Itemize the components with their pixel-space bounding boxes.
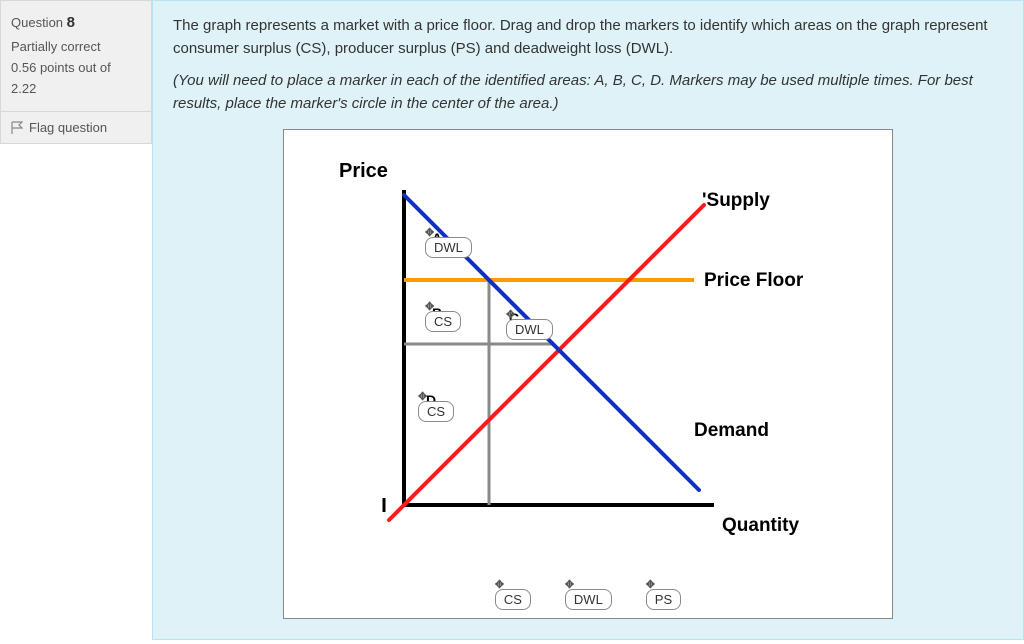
marker-label: CS	[495, 589, 531, 610]
marker-cs[interactable]: ✥CS	[495, 580, 531, 610]
question-info: Question 8 Partially correct 0.56 points…	[0, 0, 152, 112]
points-line1: 0.56 points out of	[11, 58, 141, 79]
marker-tray: ✥CS ✥DWL ✥PS	[284, 580, 892, 610]
flag-question-button[interactable]: Flag question	[0, 112, 152, 144]
line-label-price-floor: Price Floor	[704, 270, 803, 292]
points-total: 2.22	[11, 79, 141, 100]
line-label-supply: 'Supply	[702, 190, 770, 212]
marker-dwl[interactable]: ✥DWL	[506, 310, 553, 340]
chart-svg	[284, 130, 894, 620]
question-status: Partially correct	[11, 37, 141, 58]
points-earned: 0.56	[11, 60, 36, 75]
marker-label: CS	[425, 311, 461, 332]
points-connector: points out of	[40, 60, 111, 75]
marker-label: DWL	[565, 589, 612, 610]
flag-label: Flag question	[29, 120, 107, 135]
prompt-line1: The graph represents a market with a pri…	[173, 15, 1003, 60]
question-sidebar: Question 8 Partially correct 0.56 points…	[0, 0, 152, 144]
axis-label-price: Price	[339, 160, 388, 183]
prompt-line2: (You will need to place a marker in each…	[173, 70, 1003, 115]
axis-label-quantity: Quantity	[722, 515, 799, 537]
question-number: 8	[67, 14, 75, 31]
marker-dwl[interactable]: ✥DWL	[425, 228, 472, 258]
marker-label: DWL	[425, 237, 472, 258]
marker-cs[interactable]: ✥CS	[418, 392, 454, 422]
question-content: The graph represents a market with a pri…	[152, 0, 1024, 640]
marker-ps[interactable]: ✥PS	[646, 580, 681, 610]
marker-cs[interactable]: ✥CS	[425, 302, 461, 332]
marker-label: PS	[646, 589, 681, 610]
marker-label: DWL	[506, 319, 553, 340]
question-label: Question	[11, 15, 63, 30]
line-label-demand: Demand	[694, 420, 769, 442]
prompt-line2-text: (You will need to place a marker in each…	[173, 72, 973, 112]
chart-frame[interactable]: Price 'Supply Price Floor Demand Quantit…	[283, 129, 893, 619]
marker-label: CS	[418, 401, 454, 422]
flag-icon	[11, 121, 23, 135]
marker-dwl[interactable]: ✥DWL	[565, 580, 612, 610]
